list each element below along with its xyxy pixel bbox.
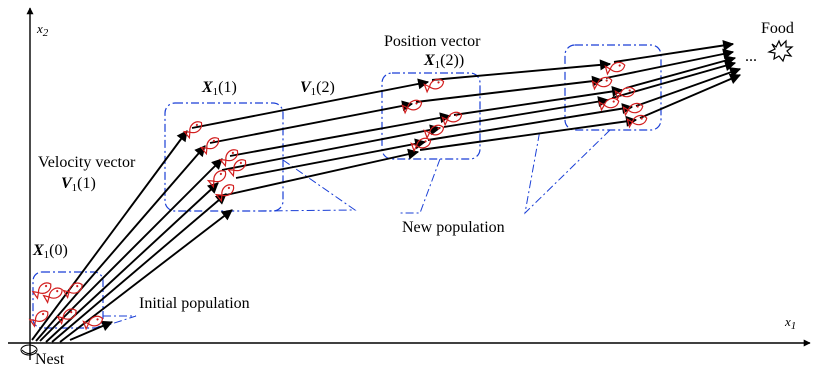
ellipsis-label: ... bbox=[745, 48, 757, 65]
y-axis-label: x2 bbox=[36, 21, 49, 39]
position-vector-label: Position vector bbox=[384, 33, 481, 50]
population-box-3 bbox=[564, 44, 662, 131]
velocity-vector-label: Velocity vector bbox=[38, 154, 136, 171]
nest-label: Nest bbox=[35, 351, 65, 367]
fish-group bbox=[28, 60, 649, 330]
x1-1-label: X1(1) bbox=[201, 79, 237, 98]
population-box-2 bbox=[381, 72, 481, 160]
fish-icon bbox=[31, 279, 54, 300]
fish-icon bbox=[591, 75, 614, 91]
x1-0-label: X1(0) bbox=[32, 242, 68, 261]
callout-lines bbox=[103, 129, 611, 327]
nest-icon bbox=[20, 344, 38, 356]
food-label: Food bbox=[761, 20, 794, 37]
x1-2-label: X1(2)) bbox=[423, 52, 464, 71]
fish-icon bbox=[441, 109, 464, 126]
fish-icon bbox=[598, 96, 621, 112]
x-axis-label: x1 bbox=[784, 314, 796, 332]
fish-icon bbox=[200, 134, 222, 155]
fish-icon bbox=[219, 146, 241, 167]
fish-icon bbox=[215, 181, 237, 202]
fish-icon bbox=[622, 101, 645, 117]
trajectory-arrows bbox=[31, 40, 742, 343]
fish-icon bbox=[626, 113, 649, 129]
initial-population-label: Initial population bbox=[139, 295, 250, 312]
population-box-1 bbox=[164, 102, 284, 212]
food-burst-icon bbox=[767, 39, 794, 63]
new-population-label: New population bbox=[402, 219, 505, 236]
population-boxes bbox=[32, 44, 662, 329]
v1-2-label: V1(2) bbox=[300, 79, 335, 98]
fish-icon bbox=[183, 118, 205, 139]
v1-1-label: V1(1) bbox=[61, 175, 96, 194]
fish-icon bbox=[604, 60, 627, 76]
